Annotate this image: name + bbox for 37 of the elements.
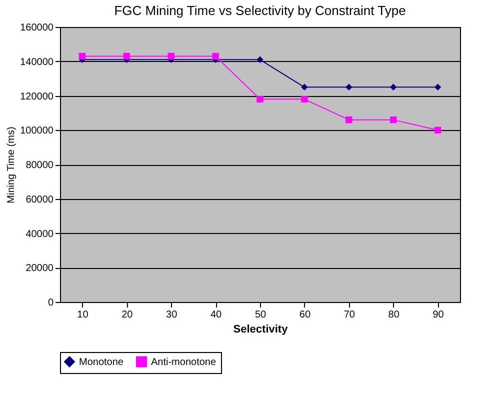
x-tick-label: 90 bbox=[432, 310, 444, 320]
x-tick-label: 70 bbox=[344, 310, 356, 320]
point bbox=[123, 52, 130, 60]
legend-label: Anti-monotone bbox=[151, 356, 216, 368]
x-tick-label: 60 bbox=[299, 310, 311, 320]
point bbox=[301, 96, 308, 103]
chart-title: FGC Mining Time vs Selectivity by Constraint Type bbox=[114, 3, 406, 18]
x-tick-label: 80 bbox=[388, 310, 400, 320]
point bbox=[301, 84, 308, 91]
y-axis-title: Mining Time (ms) bbox=[6, 126, 18, 204]
y-tick-label: 80000 bbox=[26, 160, 54, 171]
point bbox=[78, 52, 86, 60]
legend-label: Monotone bbox=[79, 356, 124, 368]
y-tick-label: 0 bbox=[48, 298, 54, 308]
point bbox=[168, 52, 174, 60]
point bbox=[212, 52, 219, 60]
point bbox=[346, 116, 352, 124]
x-tick-label: 10 bbox=[77, 310, 89, 320]
y-tick-label: 140000 bbox=[20, 56, 54, 68]
point bbox=[434, 84, 442, 91]
y-tick-label: 120000 bbox=[20, 91, 54, 102]
y-tick-label: 20000 bbox=[26, 263, 54, 274]
x-tick-label: 50 bbox=[254, 310, 266, 320]
point bbox=[256, 56, 264, 64]
y-tick-label: 40000 bbox=[26, 228, 54, 240]
point bbox=[390, 84, 397, 91]
point bbox=[256, 96, 264, 103]
point bbox=[434, 126, 442, 134]
y-tick-label: 60000 bbox=[26, 194, 54, 206]
x-tick-label: 30 bbox=[166, 310, 178, 320]
y-tick-label: 100000 bbox=[20, 126, 54, 137]
x-tick-label: 20 bbox=[122, 310, 134, 320]
y-tick-label: 160000 bbox=[20, 22, 54, 34]
point bbox=[346, 84, 352, 91]
x-tick-label: 40 bbox=[210, 310, 222, 320]
x-axis-title: Selectivity bbox=[233, 324, 289, 336]
point bbox=[390, 116, 397, 124]
